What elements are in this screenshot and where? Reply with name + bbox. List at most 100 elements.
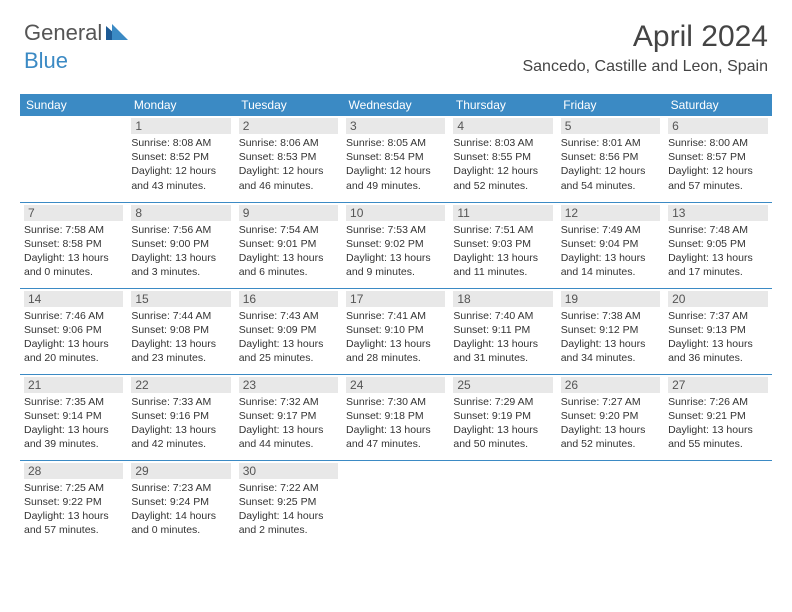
- day-number: 14: [24, 291, 123, 307]
- day-info: Sunrise: 7:33 AMSunset: 9:16 PMDaylight:…: [131, 395, 230, 452]
- calendar-day: 17Sunrise: 7:41 AMSunset: 9:10 PMDayligh…: [342, 288, 449, 374]
- day-header: Sunday: [20, 94, 127, 116]
- day-number: 25: [453, 377, 552, 393]
- day-info: Sunrise: 7:23 AMSunset: 9:24 PMDaylight:…: [131, 481, 230, 538]
- calendar-day: 15Sunrise: 7:44 AMSunset: 9:08 PMDayligh…: [127, 288, 234, 374]
- calendar-day: 29Sunrise: 7:23 AMSunset: 9:24 PMDayligh…: [127, 460, 234, 546]
- day-info: Sunrise: 7:27 AMSunset: 9:20 PMDaylight:…: [561, 395, 660, 452]
- day-number: 12: [561, 205, 660, 221]
- day-number: 7: [24, 205, 123, 221]
- day-number: 8: [131, 205, 230, 221]
- day-number: 9: [239, 205, 338, 221]
- logo-triangle-icon: [106, 20, 128, 46]
- day-number: 4: [453, 118, 552, 134]
- day-number: 11: [453, 205, 552, 221]
- day-header: Monday: [127, 94, 234, 116]
- day-header: Saturday: [664, 94, 771, 116]
- day-number: 27: [668, 377, 767, 393]
- day-header: Tuesday: [235, 94, 342, 116]
- day-info: Sunrise: 7:37 AMSunset: 9:13 PMDaylight:…: [668, 309, 767, 366]
- calendar-day: 18 Sunrise: 7:40 AMSunset: 9:11 PMDayligh…: [449, 288, 556, 374]
- day-number: 19: [561, 291, 660, 307]
- day-info: Sunrise: 7:51 AMSunset: 9:03 PMDaylight:…: [453, 223, 552, 280]
- calendar-day: 11 Sunrise: 7:51 AMSunset: 9:03 PMDayligh…: [449, 202, 556, 288]
- calendar-day: 25Sunrise: 7:29 AMSunset: 9:19 PMDayligh…: [449, 374, 556, 460]
- calendar-day: 3 Sunrise: 8:05 AMSunset: 8:54 PMDaylight…: [342, 116, 449, 202]
- day-info: Sunrise: 7:48 AMSunset: 9:05 PMDaylight:…: [668, 223, 767, 280]
- calendar-day: 1 Sunrise: 8:08 AMSunset: 8:52 PMDaylight…: [127, 116, 234, 202]
- day-number: 10: [346, 205, 445, 221]
- day-number: 26: [561, 377, 660, 393]
- calendar-day: 26 Sunrise: 7:27 AMSunset: 9:20 PMDayligh…: [557, 374, 664, 460]
- day-number: 6: [668, 118, 767, 134]
- calendar-body: 1 Sunrise: 8:08 AMSunset: 8:52 PMDaylight…: [20, 116, 772, 546]
- day-number: 16: [239, 291, 338, 307]
- calendar-day: 12 Sunrise: 7:49 AMSunset: 9:04 PMDayligh…: [557, 202, 664, 288]
- calendar-day: 4 Sunrise: 8:03 AMSunset: 8:55 PMDaylight…: [449, 116, 556, 202]
- day-number: 2: [239, 118, 338, 134]
- calendar-day: 28Sunrise: 7:25 AMSunset: 9:22 PMDayligh…: [20, 460, 127, 546]
- calendar-day: 16 Sunrise: 7:43 AMSunset: 9:09 PMDayligh…: [235, 288, 342, 374]
- day-info: Sunrise: 8:06 AMSunset: 8:53 PMDaylight:…: [239, 136, 338, 193]
- day-number: 3: [346, 118, 445, 134]
- day-info: Sunrise: 8:08 AMSunset: 8:52 PMDaylight:…: [131, 136, 230, 193]
- calendar-day: 21Sunrise: 7:35 AMSunset: 9:14 PMDayligh…: [20, 374, 127, 460]
- calendar-week: 14 Sunrise: 7:46 AMSunset: 9:06 PMDayligh…: [20, 288, 772, 374]
- day-header: Thursday: [449, 94, 556, 116]
- day-number: 1: [131, 118, 230, 134]
- day-info: Sunrise: 7:46 AMSunset: 9:06 PMDaylight:…: [24, 309, 123, 366]
- day-info: Sunrise: 7:32 AMSunset: 9:17 PMDaylight:…: [239, 395, 338, 452]
- calendar-empty: [557, 460, 664, 546]
- calendar-empty: [20, 116, 127, 202]
- day-info: Sunrise: 8:05 AMSunset: 8:54 PMDaylight:…: [346, 136, 445, 193]
- title-block: April 2024 Sancedo, Castille and Leon, S…: [522, 20, 768, 76]
- logo-text-2: Blue: [24, 48, 68, 74]
- logo: General: [24, 20, 128, 46]
- calendar-table: SundayMondayTuesdayWednesdayThursdayFrid…: [20, 94, 772, 546]
- calendar-empty: [664, 460, 771, 546]
- calendar-day: 30Sunrise: 7:22 AMSunset: 9:25 PMDayligh…: [235, 460, 342, 546]
- calendar-day: 10 Sunrise: 7:53 AMSunset: 9:02 PMDayligh…: [342, 202, 449, 288]
- day-info: Sunrise: 7:44 AMSunset: 9:08 PMDaylight:…: [131, 309, 230, 366]
- day-info: Sunrise: 7:22 AMSunset: 9:25 PMDaylight:…: [239, 481, 338, 538]
- day-info: Sunrise: 8:03 AMSunset: 8:55 PMDaylight:…: [453, 136, 552, 193]
- calendar-day: 14 Sunrise: 7:46 AMSunset: 9:06 PMDayligh…: [20, 288, 127, 374]
- day-number: 24: [346, 377, 445, 393]
- day-info: Sunrise: 7:38 AMSunset: 9:12 PMDaylight:…: [561, 309, 660, 366]
- calendar-week: 21Sunrise: 7:35 AMSunset: 9:14 PMDayligh…: [20, 374, 772, 460]
- logo-text-1: General: [24, 20, 102, 46]
- day-header: Friday: [557, 94, 664, 116]
- day-info: Sunrise: 8:00 AMSunset: 8:57 PMDaylight:…: [668, 136, 767, 193]
- day-number: 23: [239, 377, 338, 393]
- day-info: Sunrise: 7:43 AMSunset: 9:09 PMDaylight:…: [239, 309, 338, 366]
- calendar-day: 23 Sunrise: 7:32 AMSunset: 9:17 PMDayligh…: [235, 374, 342, 460]
- day-info: Sunrise: 7:30 AMSunset: 9:18 PMDaylight:…: [346, 395, 445, 452]
- calendar-day: 27Sunrise: 7:26 AMSunset: 9:21 PMDayligh…: [664, 374, 771, 460]
- day-info: Sunrise: 7:49 AMSunset: 9:04 PMDaylight:…: [561, 223, 660, 280]
- calendar-day: 8Sunrise: 7:56 AMSunset: 9:00 PMDaylight…: [127, 202, 234, 288]
- calendar-week: 28Sunrise: 7:25 AMSunset: 9:22 PMDayligh…: [20, 460, 772, 546]
- calendar-day: 2 Sunrise: 8:06 AMSunset: 8:53 PMDaylight…: [235, 116, 342, 202]
- calendar-day: 7 Sunrise: 7:58 AMSunset: 8:58 PMDaylight…: [20, 202, 127, 288]
- day-number: 22: [131, 377, 230, 393]
- calendar-day: 20Sunrise: 7:37 AMSunset: 9:13 PMDayligh…: [664, 288, 771, 374]
- day-number: 18: [453, 291, 552, 307]
- day-info: Sunrise: 7:58 AMSunset: 8:58 PMDaylight:…: [24, 223, 123, 280]
- calendar-day: 5Sunrise: 8:01 AMSunset: 8:56 PMDaylight…: [557, 116, 664, 202]
- day-number: 21: [24, 377, 123, 393]
- day-info: Sunrise: 7:54 AMSunset: 9:01 PMDaylight:…: [239, 223, 338, 280]
- calendar-day: 24 Sunrise: 7:30 AMSunset: 9:18 PMDayligh…: [342, 374, 449, 460]
- calendar-day: 19 Sunrise: 7:38 AMSunset: 9:12 PMDayligh…: [557, 288, 664, 374]
- day-header: Wednesday: [342, 94, 449, 116]
- calendar-day: 6 Sunrise: 8:00 AMSunset: 8:57 PMDaylight…: [664, 116, 771, 202]
- day-info: Sunrise: 7:41 AMSunset: 9:10 PMDaylight:…: [346, 309, 445, 366]
- calendar-header-row: SundayMondayTuesdayWednesdayThursdayFrid…: [20, 94, 772, 116]
- day-info: Sunrise: 7:40 AMSunset: 9:11 PMDaylight:…: [453, 309, 552, 366]
- header: General April 2024 Sancedo, Castille and…: [0, 0, 792, 84]
- calendar-week: 1 Sunrise: 8:08 AMSunset: 8:52 PMDaylight…: [20, 116, 772, 202]
- day-info: Sunrise: 7:25 AMSunset: 9:22 PMDaylight:…: [24, 481, 123, 538]
- day-info: Sunrise: 7:53 AMSunset: 9:02 PMDaylight:…: [346, 223, 445, 280]
- calendar-week: 7 Sunrise: 7:58 AMSunset: 8:58 PMDaylight…: [20, 202, 772, 288]
- location: Sancedo, Castille and Leon, Spain: [522, 58, 768, 76]
- day-info: Sunrise: 8:01 AMSunset: 8:56 PMDaylight:…: [561, 136, 660, 193]
